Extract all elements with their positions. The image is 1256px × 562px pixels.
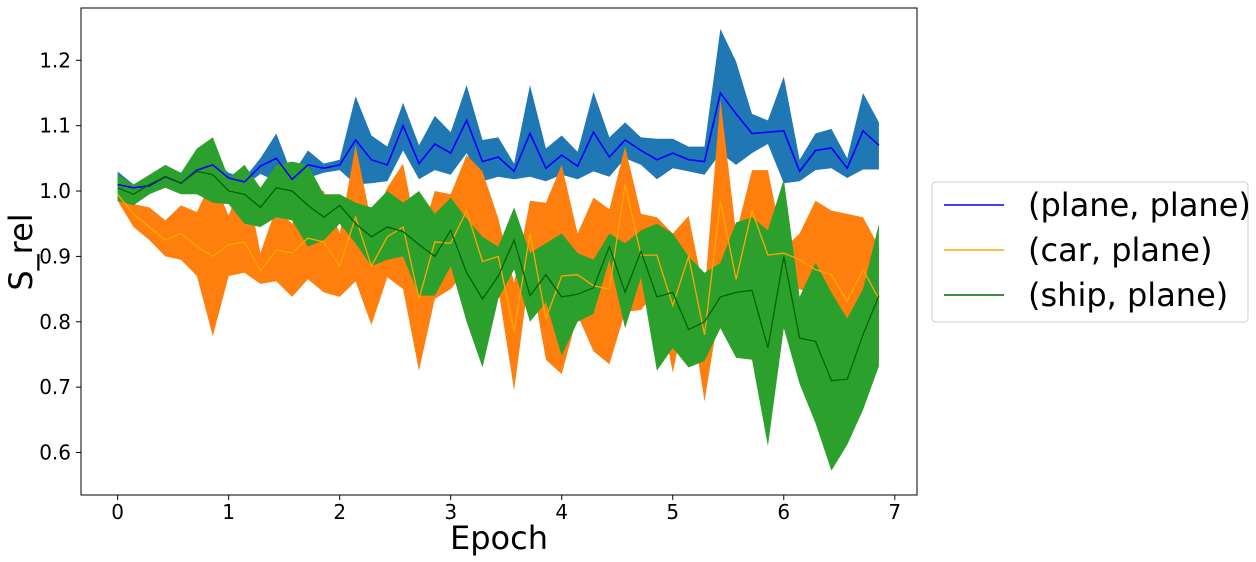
y-tick-label: 0.6 <box>39 441 71 465</box>
x-tick-label: 4 <box>555 500 568 524</box>
x-tick-label: 7 <box>888 500 901 524</box>
y-tick-label: 0.8 <box>39 310 71 334</box>
y-tick-label: 1.1 <box>39 114 71 138</box>
y-tick-label: 1.0 <box>39 179 71 203</box>
plot-frame <box>80 7 918 496</box>
band-series-2 <box>117 137 879 471</box>
legend-frame <box>931 181 1249 323</box>
x-tick-label: 2 <box>333 500 346 524</box>
x-tick-label: 3 <box>444 500 457 524</box>
x-axis: 0 1 2 3 4 5 6 7 <box>111 495 901 524</box>
confidence-bands <box>117 28 879 471</box>
y-tick-label: 0.7 <box>39 375 71 399</box>
legend-label: (car, plane) <box>1028 231 1212 269</box>
y-tick-label: 0.9 <box>39 244 71 268</box>
line-series-1 <box>117 184 880 335</box>
x-tick-label: 0 <box>111 500 124 524</box>
legend-label: (ship, plane) <box>1028 276 1228 314</box>
legend-label: (plane, plane) <box>1028 186 1251 224</box>
legend: (plane, plane) (car, plane) (ship, plane) <box>931 181 1251 323</box>
line-series-2 <box>117 170 880 382</box>
y-tick-label: 1.2 <box>39 48 71 72</box>
series-lines <box>117 91 880 382</box>
x-tick-label: 5 <box>666 500 679 524</box>
line-series-0 <box>117 91 880 189</box>
band-series-0 <box>117 28 879 192</box>
x-tick-label: 1 <box>222 500 235 524</box>
y-axis-label: S_rel <box>2 213 40 290</box>
x-axis-label: Epoch <box>450 519 548 557</box>
y-axis: 0.6 0.7 0.8 0.9 1.0 1.1 1.2 <box>39 48 81 465</box>
x-tick-label: 6 <box>777 500 790 524</box>
